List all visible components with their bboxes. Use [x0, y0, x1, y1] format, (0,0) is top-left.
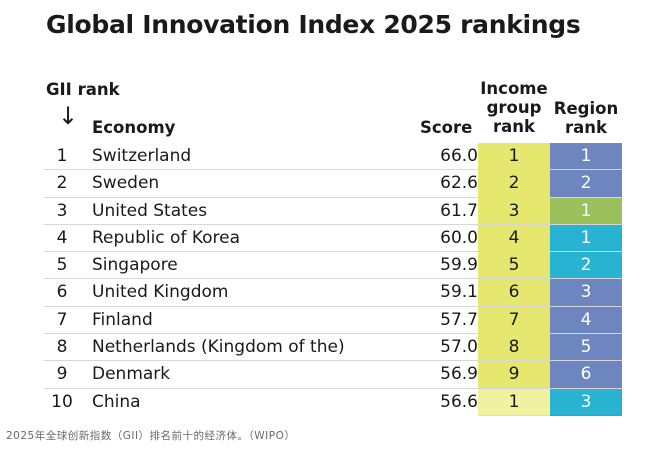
- region-rank-cell: 5: [550, 334, 622, 361]
- economy-cell: Sweden: [92, 173, 160, 194]
- score-cell: 56.6: [440, 391, 478, 412]
- income-rank-cell: 2: [478, 170, 550, 197]
- score-cell: 57.0: [440, 337, 478, 358]
- region-rank-cell: 4: [550, 306, 622, 334]
- income-rank-cell: 9: [478, 361, 550, 388]
- income-rank-cell: 7: [478, 306, 550, 334]
- score-cell: 60.0: [440, 227, 478, 248]
- economy-cell: Finland: [92, 309, 153, 330]
- table-row: 9 Denmark 56.9 9 6: [44, 361, 622, 389]
- score-cell: 61.7: [440, 200, 478, 221]
- income-header-line-2: group: [486, 98, 542, 117]
- region-rank-cell: 1: [550, 224, 622, 252]
- gii-rank-header: GII rank: [46, 80, 120, 99]
- score-cell: 66.0: [440, 146, 478, 166]
- region-rank-cell: 3: [550, 279, 622, 306]
- table-row: 10 China 56.6 1 3: [44, 388, 622, 416]
- gii-rank-cell: 1: [56, 146, 68, 166]
- score-cell: 56.9: [440, 364, 478, 385]
- economy-cell: China: [92, 391, 141, 412]
- region-rank-header: Region rank: [550, 99, 622, 137]
- region-rank-cell: 3: [550, 388, 622, 415]
- table-row: 2 Sweden 62.6 2 2: [44, 170, 622, 198]
- gii-rank-cell: 6: [56, 282, 68, 303]
- economy-cell: Singapore: [92, 255, 178, 276]
- region-rank-cell: 6: [550, 361, 622, 388]
- income-rank-cell: 5: [478, 252, 550, 279]
- rankings-table: 1 Switzerland 66.0 1 1 2 Sweden 62.6 2 2 3 United S…: [44, 143, 622, 416]
- gii-rank-cell: 10: [51, 391, 73, 412]
- region-header-line-1: Region: [553, 99, 619, 118]
- gii-rank-cell: 5: [56, 255, 68, 276]
- down-arrow-icon: ↓: [58, 102, 79, 130]
- table-row: 5 Singapore 59.9 5 2: [44, 252, 622, 280]
- table-row: 6 United Kingdom 59.1 6 3: [44, 279, 622, 307]
- gii-rank-cell: 3: [56, 200, 68, 221]
- gii-rank-cell: 8: [56, 337, 68, 358]
- economy-cell: Republic of Korea: [92, 227, 241, 248]
- economy-header: Economy: [92, 118, 176, 137]
- gii-rank-cell: 4: [56, 227, 68, 248]
- income-rank-cell: 8: [478, 334, 550, 361]
- economy-cell: Netherlands (Kingdom of the): [92, 337, 345, 358]
- income-rank-cell: 1: [478, 388, 550, 415]
- economy-cell: Denmark: [92, 364, 171, 385]
- income-rank-cell: 1: [478, 143, 550, 170]
- score-cell: 57.7: [440, 309, 478, 330]
- table-row: 8 Netherlands (Kingdom of the) 57.0 8 5: [44, 334, 622, 362]
- income-rank-cell: 6: [478, 279, 550, 306]
- score-cell: 59.9: [440, 255, 478, 276]
- gii-rank-cell: 9: [56, 364, 68, 385]
- score-cell: 62.6: [440, 173, 478, 194]
- income-header-line-1: Income: [480, 79, 548, 98]
- region-header-line-2: rank: [565, 118, 607, 137]
- income-rank-cell: 4: [478, 224, 550, 252]
- income-group-rank-header: Income group rank: [478, 79, 550, 136]
- score-cell: 59.1: [440, 282, 478, 303]
- economy-cell: United Kingdom: [92, 282, 229, 303]
- table-row: 7 Finland 57.7 7 4: [44, 306, 622, 335]
- score-header: Score: [420, 118, 473, 137]
- table-row: 4 Republic of Korea 60.0 4 1: [44, 224, 622, 253]
- gii-rank-cell: 2: [56, 173, 68, 194]
- income-rank-cell: 3: [478, 197, 550, 224]
- table-row: 3 United States 61.7 3 1: [44, 197, 622, 225]
- caption: 2025年全球创新指数（GII）排名前十的经济体。（WIPO）: [6, 430, 296, 442]
- income-header-line-3: rank: [493, 117, 535, 136]
- region-rank-cell: 2: [550, 252, 622, 279]
- economy-cell: United States: [92, 200, 208, 221]
- region-rank-cell: 1: [550, 143, 622, 170]
- table-row: 1 Switzerland 66.0 1 1: [44, 143, 622, 171]
- region-rank-cell: 1: [550, 197, 622, 224]
- economy-cell: Switzerland: [92, 146, 192, 166]
- region-rank-cell: 2: [550, 170, 622, 197]
- gii-rank-cell: 7: [56, 309, 68, 330]
- chart-title: Global Innovation Index 2025 rankings: [46, 10, 581, 39]
